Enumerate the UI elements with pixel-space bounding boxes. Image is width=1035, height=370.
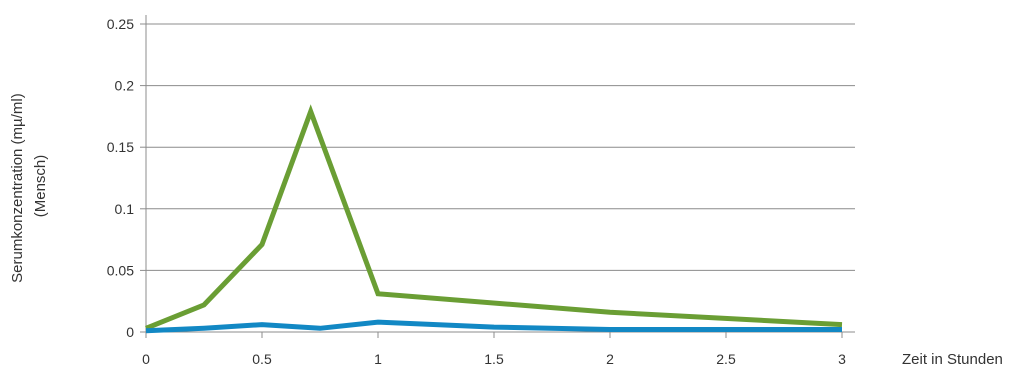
grid-lines xyxy=(146,23,855,271)
y-axis-label-line-2: (Mensch) xyxy=(32,155,49,218)
series-line-2 xyxy=(145,319,842,334)
x-tick-label: 0.5 xyxy=(252,351,272,367)
x-tick-label: 1 xyxy=(374,351,382,367)
y-tick-label: 0.25 xyxy=(107,16,134,32)
series-line-1 xyxy=(145,104,843,331)
x-tick-label: 3 xyxy=(838,351,846,367)
y-tick-labels: 0 0.05 0.1 0.15 0.2 0.25 xyxy=(107,16,134,340)
x-tick-label: 2.5 xyxy=(716,351,736,367)
y-tick-label: 0.05 xyxy=(107,262,134,278)
x-tick-label: 0 xyxy=(142,351,150,367)
y-tick-label: 0.15 xyxy=(107,139,134,155)
x-axis-label: Zeit in Stunden xyxy=(902,351,1003,368)
y-tick-label: 0.2 xyxy=(115,78,135,94)
x-tick-label: 1.5 xyxy=(484,351,504,367)
axes xyxy=(140,15,855,338)
y-tick-label: 0.1 xyxy=(115,201,135,217)
x-tick-label: 2 xyxy=(606,351,614,367)
y-axis-label: Serumkonzentration (mµ/ml) (Mensch) xyxy=(9,89,49,283)
y-axis-label-line-1: Serumkonzentration (mµ/ml) xyxy=(9,93,26,283)
x-tick-labels: 0 0.5 1 1.5 2 2.5 3 xyxy=(142,351,846,367)
series-lines xyxy=(145,104,843,334)
y-tick-label: 0 xyxy=(126,324,134,340)
